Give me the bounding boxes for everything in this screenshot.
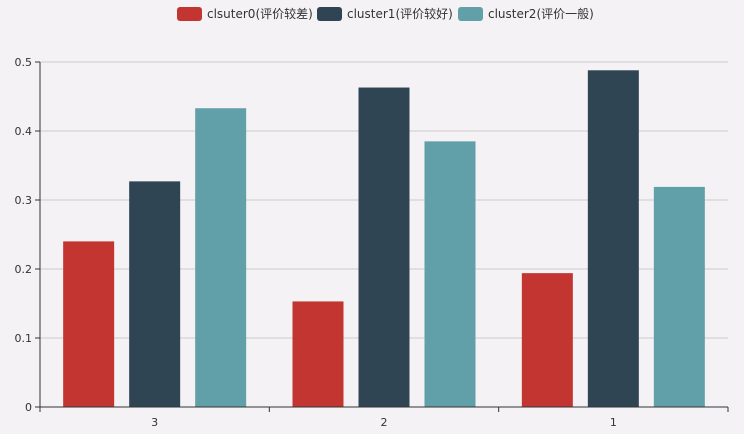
bar[interactable] (587, 70, 639, 407)
legend-label: cluster1(评价较好) (347, 6, 453, 21)
x-tick-label: 3 (151, 416, 158, 429)
y-tick-label: 0.1 (15, 332, 33, 345)
bar[interactable] (292, 301, 344, 407)
bar[interactable] (63, 241, 115, 407)
x-tick-label: 2 (381, 416, 388, 429)
legend-label: cluster2(评价一般) (488, 6, 594, 21)
y-tick-label: 0.2 (15, 263, 33, 276)
axes: 0 0.1 0.2 0.3 0.4 0.5 3 2 1 (15, 56, 729, 429)
bar[interactable] (129, 181, 181, 407)
bars (63, 70, 705, 407)
y-tick-label: 0 (25, 401, 32, 414)
legend-swatch (458, 7, 483, 21)
y-tick-label: 0.3 (15, 194, 33, 207)
legend-swatch (177, 7, 202, 21)
bar[interactable] (195, 108, 247, 407)
legend-item[interactable]: clsuter0(评价较差) (177, 6, 313, 21)
legend: clsuter0(评价较差) cluster1(评价较好) cluster2(评价一… (177, 6, 594, 21)
legend-swatch (317, 7, 342, 21)
legend-item[interactable]: cluster1(评价较好) (317, 6, 453, 21)
bar[interactable] (521, 273, 573, 407)
y-tick-label: 0.5 (15, 56, 33, 69)
y-tick-label: 0.4 (15, 125, 33, 138)
bar[interactable] (358, 87, 410, 407)
legend-item[interactable]: cluster2(评价一般) (458, 6, 594, 21)
legend-label: clsuter0(评价较差) (207, 6, 313, 21)
x-tick-label: 1 (610, 416, 617, 429)
bar[interactable] (424, 141, 476, 407)
bar[interactable] (653, 186, 705, 407)
